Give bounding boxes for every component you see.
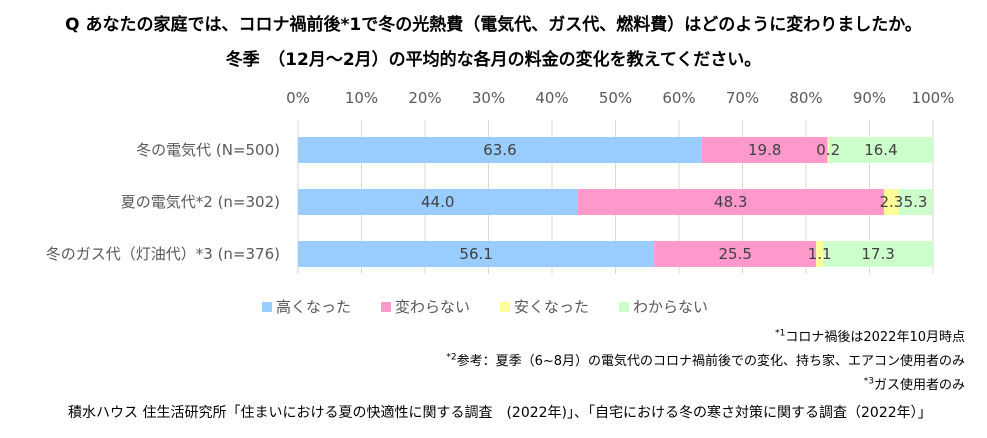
bar-segment [884,189,899,215]
source-text: 積水ハウス 住生活研究所「住まいにおける夏の快適性に関する調査 (2022年)」… [68,405,932,421]
footnote-1: *1コロナ禍後は2022年10月時点 [775,326,965,345]
x-tick-label: 10% [345,89,378,107]
bars [298,137,933,267]
bar-segment [898,189,933,215]
legend-item: 高くなった [262,296,351,317]
legend-item: わからない [619,296,708,317]
legend-item: 変わらない [381,296,470,317]
legend-label: 安くなった [514,298,590,316]
value-label: 16.4 [864,141,897,159]
bar-segment [577,189,885,215]
value-label: 17.3 [861,245,894,263]
bar-segment [298,241,655,267]
legend-item: 安くなった [500,296,589,317]
category-label: 冬の電気代 (N=500) [136,141,280,159]
x-tick-label: 50% [599,89,632,107]
bar-segment [701,137,828,163]
legend: 高くなった 変わらない 安くなった わからない [262,296,738,317]
legend-label: わからない [633,298,709,316]
footnote-2: *2参考：夏季（6~8月）の電気代のコロナ禍前後での変化、持ち家、エアコン使用者… [446,350,965,369]
category-label: 夏の電気代*2 (n=302) [121,193,280,211]
footnote-3-mark: *3 [863,376,874,387]
value-label: 48.3 [714,193,747,211]
x-tick-label: 20% [408,89,441,107]
legend-label: 変わらない [395,298,471,316]
bar-segment [827,137,829,163]
x-tick-label: 70% [726,89,759,107]
bar-segment [823,241,933,267]
x-tick-label: 60% [662,89,695,107]
x-tick-label: 100% [912,89,955,107]
legend-swatch [381,301,392,312]
value-label: 5.3 [904,193,928,211]
chart-title-line2: 冬季 （12月～2月）の平均的な各月の料金の変化を教えてください。 [225,50,762,70]
legend-swatch [500,301,511,312]
legend-label: 高くなった [276,298,352,316]
value-labels: 63.6 19.8 0.2 16.4 44.0 48.3 2.3 5.3 56.1 25.5 1.1… [421,141,927,263]
x-tick-label: 40% [535,89,568,107]
footnote-2-text: 参考：夏季（6~8月）の電気代のコロナ禍前後での変化、持ち家、エアコン使用者のみ [456,354,965,369]
value-label: 2.3 [879,193,903,211]
x-axis-ticks: 0% 10% 20% 30% 40% 50% 60% 70% 80% 90% 100% [286,89,954,107]
footnote-3: *3ガス使用者のみ [864,374,965,393]
x-tick-label: 30% [472,89,505,107]
value-label: 25.5 [718,245,751,263]
bar-segment [298,189,578,215]
value-label: 63.6 [483,141,516,159]
x-tick-label: 0% [286,89,310,107]
value-label: 0.2 [816,141,840,159]
legend-swatch [262,301,272,312]
footnote-2-mark: *2 [446,352,457,363]
bar-segment [816,241,824,267]
category-label: 冬のガス代（灯油代）*3 (n=376) [46,245,280,263]
value-label: 44.0 [421,193,454,211]
x-tick-label: 80% [789,89,822,107]
legend-swatch [619,301,630,312]
bar-segment [298,137,702,163]
x-tick-label: 90% [853,89,886,107]
value-label: 56.1 [459,245,492,263]
value-label: 1.1 [808,245,832,263]
value-label: 19.8 [748,141,781,159]
footnote-1-mark: *1 [775,328,786,339]
category-labels: 冬の電気代 (N=500) 夏の電気代*2 (n=302) 冬のガス代（灯油代）*3… [46,141,280,263]
bar-segment [654,241,817,267]
footnote-1-text: コロナ禍後は2022年10月時点 [785,330,965,345]
chart-title-line1: Q あなたの家庭では、コロナ禍前後*1で冬の光熱費（電気代、ガス代、燃料費）はど… [65,15,922,35]
footnote-3-text: ガス使用者のみ [873,378,965,393]
bar-segment [828,137,933,163]
